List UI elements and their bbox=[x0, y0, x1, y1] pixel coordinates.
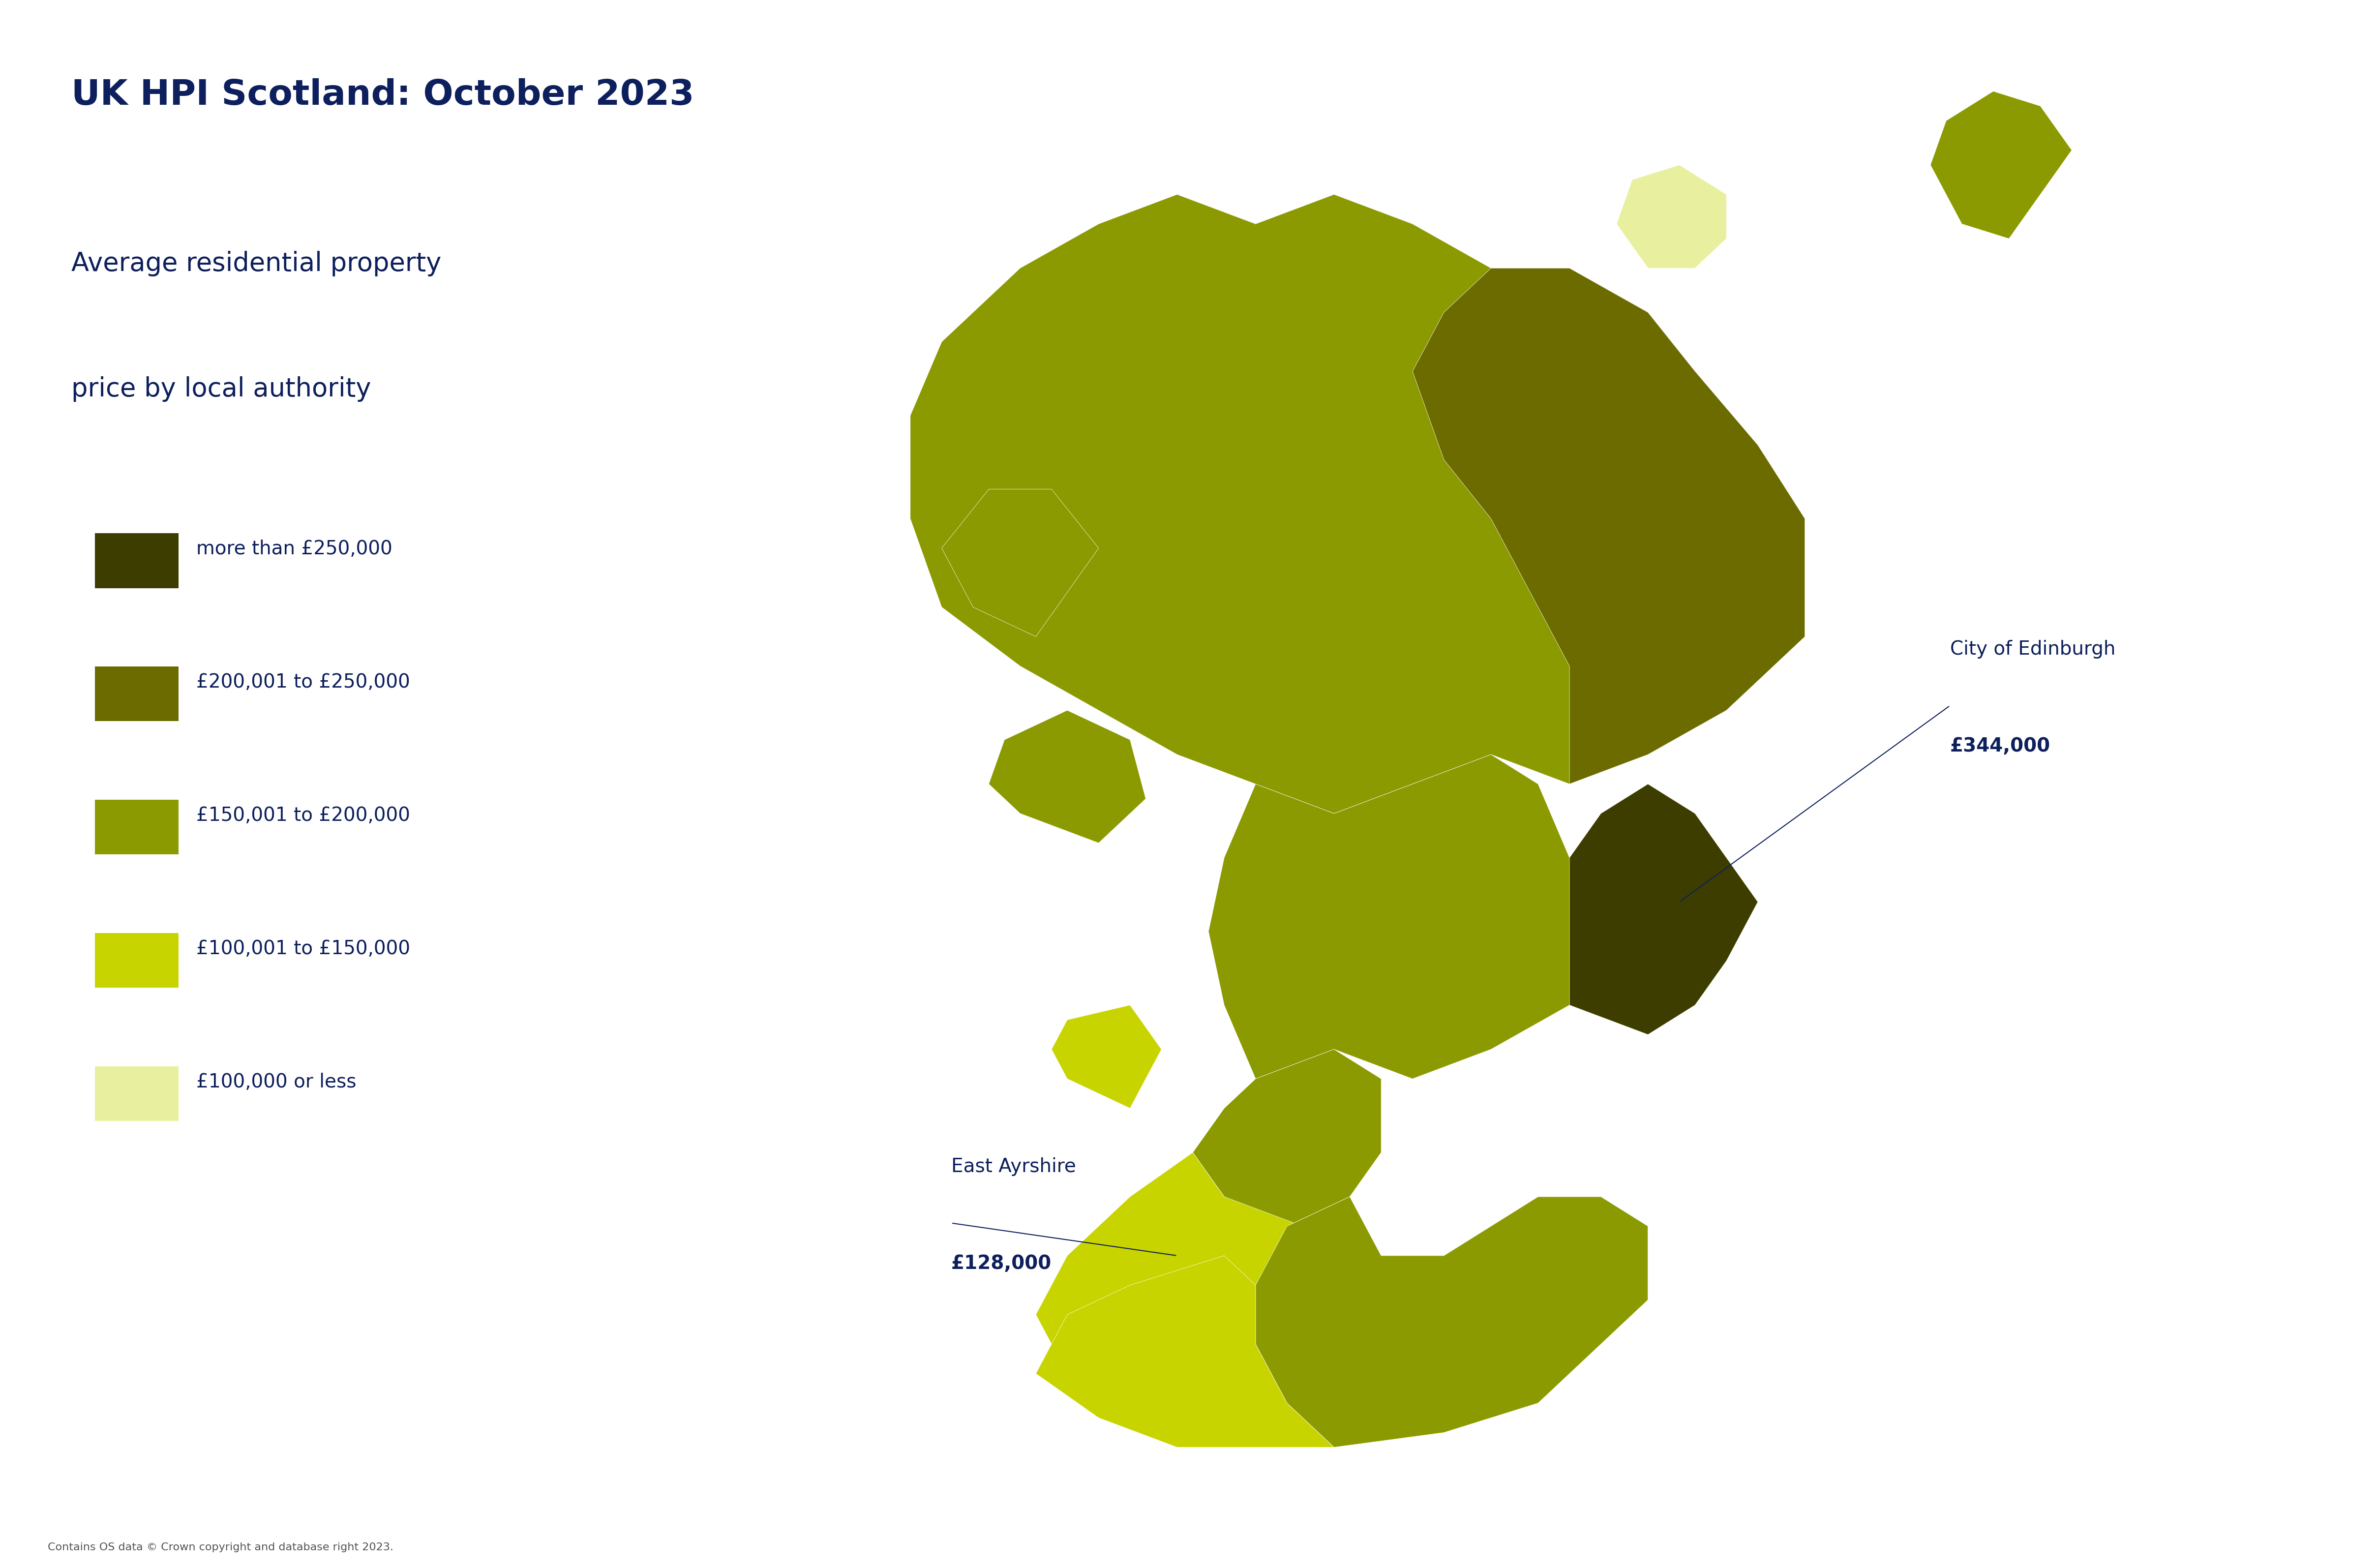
Polygon shape bbox=[1037, 1256, 1334, 1447]
FancyBboxPatch shape bbox=[95, 800, 178, 855]
FancyBboxPatch shape bbox=[95, 933, 178, 988]
Text: £150,001 to £200,000: £150,001 to £200,000 bbox=[195, 806, 409, 825]
Polygon shape bbox=[1208, 754, 1600, 1079]
Text: UK HPI Scotland: October 2023: UK HPI Scotland: October 2023 bbox=[71, 78, 694, 113]
Polygon shape bbox=[1413, 268, 1805, 784]
Text: £128,000: £128,000 bbox=[951, 1254, 1051, 1273]
Polygon shape bbox=[1256, 1196, 1648, 1447]
Text: more than £250,000: more than £250,000 bbox=[195, 539, 392, 558]
Polygon shape bbox=[942, 489, 1099, 637]
FancyBboxPatch shape bbox=[95, 1066, 178, 1121]
Text: £200,001 to £250,000: £200,001 to £250,000 bbox=[195, 673, 409, 691]
Polygon shape bbox=[1617, 165, 1726, 268]
Text: price by local authority: price by local authority bbox=[71, 376, 371, 401]
Polygon shape bbox=[989, 710, 1146, 844]
Polygon shape bbox=[1569, 784, 1757, 1035]
FancyBboxPatch shape bbox=[95, 533, 178, 588]
Text: £100,000 or less: £100,000 or less bbox=[195, 1073, 357, 1091]
Text: £100,001 to £150,000: £100,001 to £150,000 bbox=[195, 939, 409, 958]
Polygon shape bbox=[1051, 1005, 1160, 1109]
Text: East Ayrshire: East Ayrshire bbox=[951, 1157, 1077, 1176]
Text: Average residential property: Average residential property bbox=[71, 251, 442, 276]
Polygon shape bbox=[911, 194, 1805, 814]
Polygon shape bbox=[1931, 91, 2071, 238]
Text: Contains OS data © Crown copyright and database right 2023.: Contains OS data © Crown copyright and d… bbox=[48, 1543, 392, 1552]
Polygon shape bbox=[1194, 1049, 1382, 1226]
FancyBboxPatch shape bbox=[95, 666, 178, 721]
Text: £344,000: £344,000 bbox=[1950, 737, 2050, 756]
Polygon shape bbox=[1037, 1152, 1317, 1374]
Text: City of Edinburgh: City of Edinburgh bbox=[1950, 640, 2116, 659]
